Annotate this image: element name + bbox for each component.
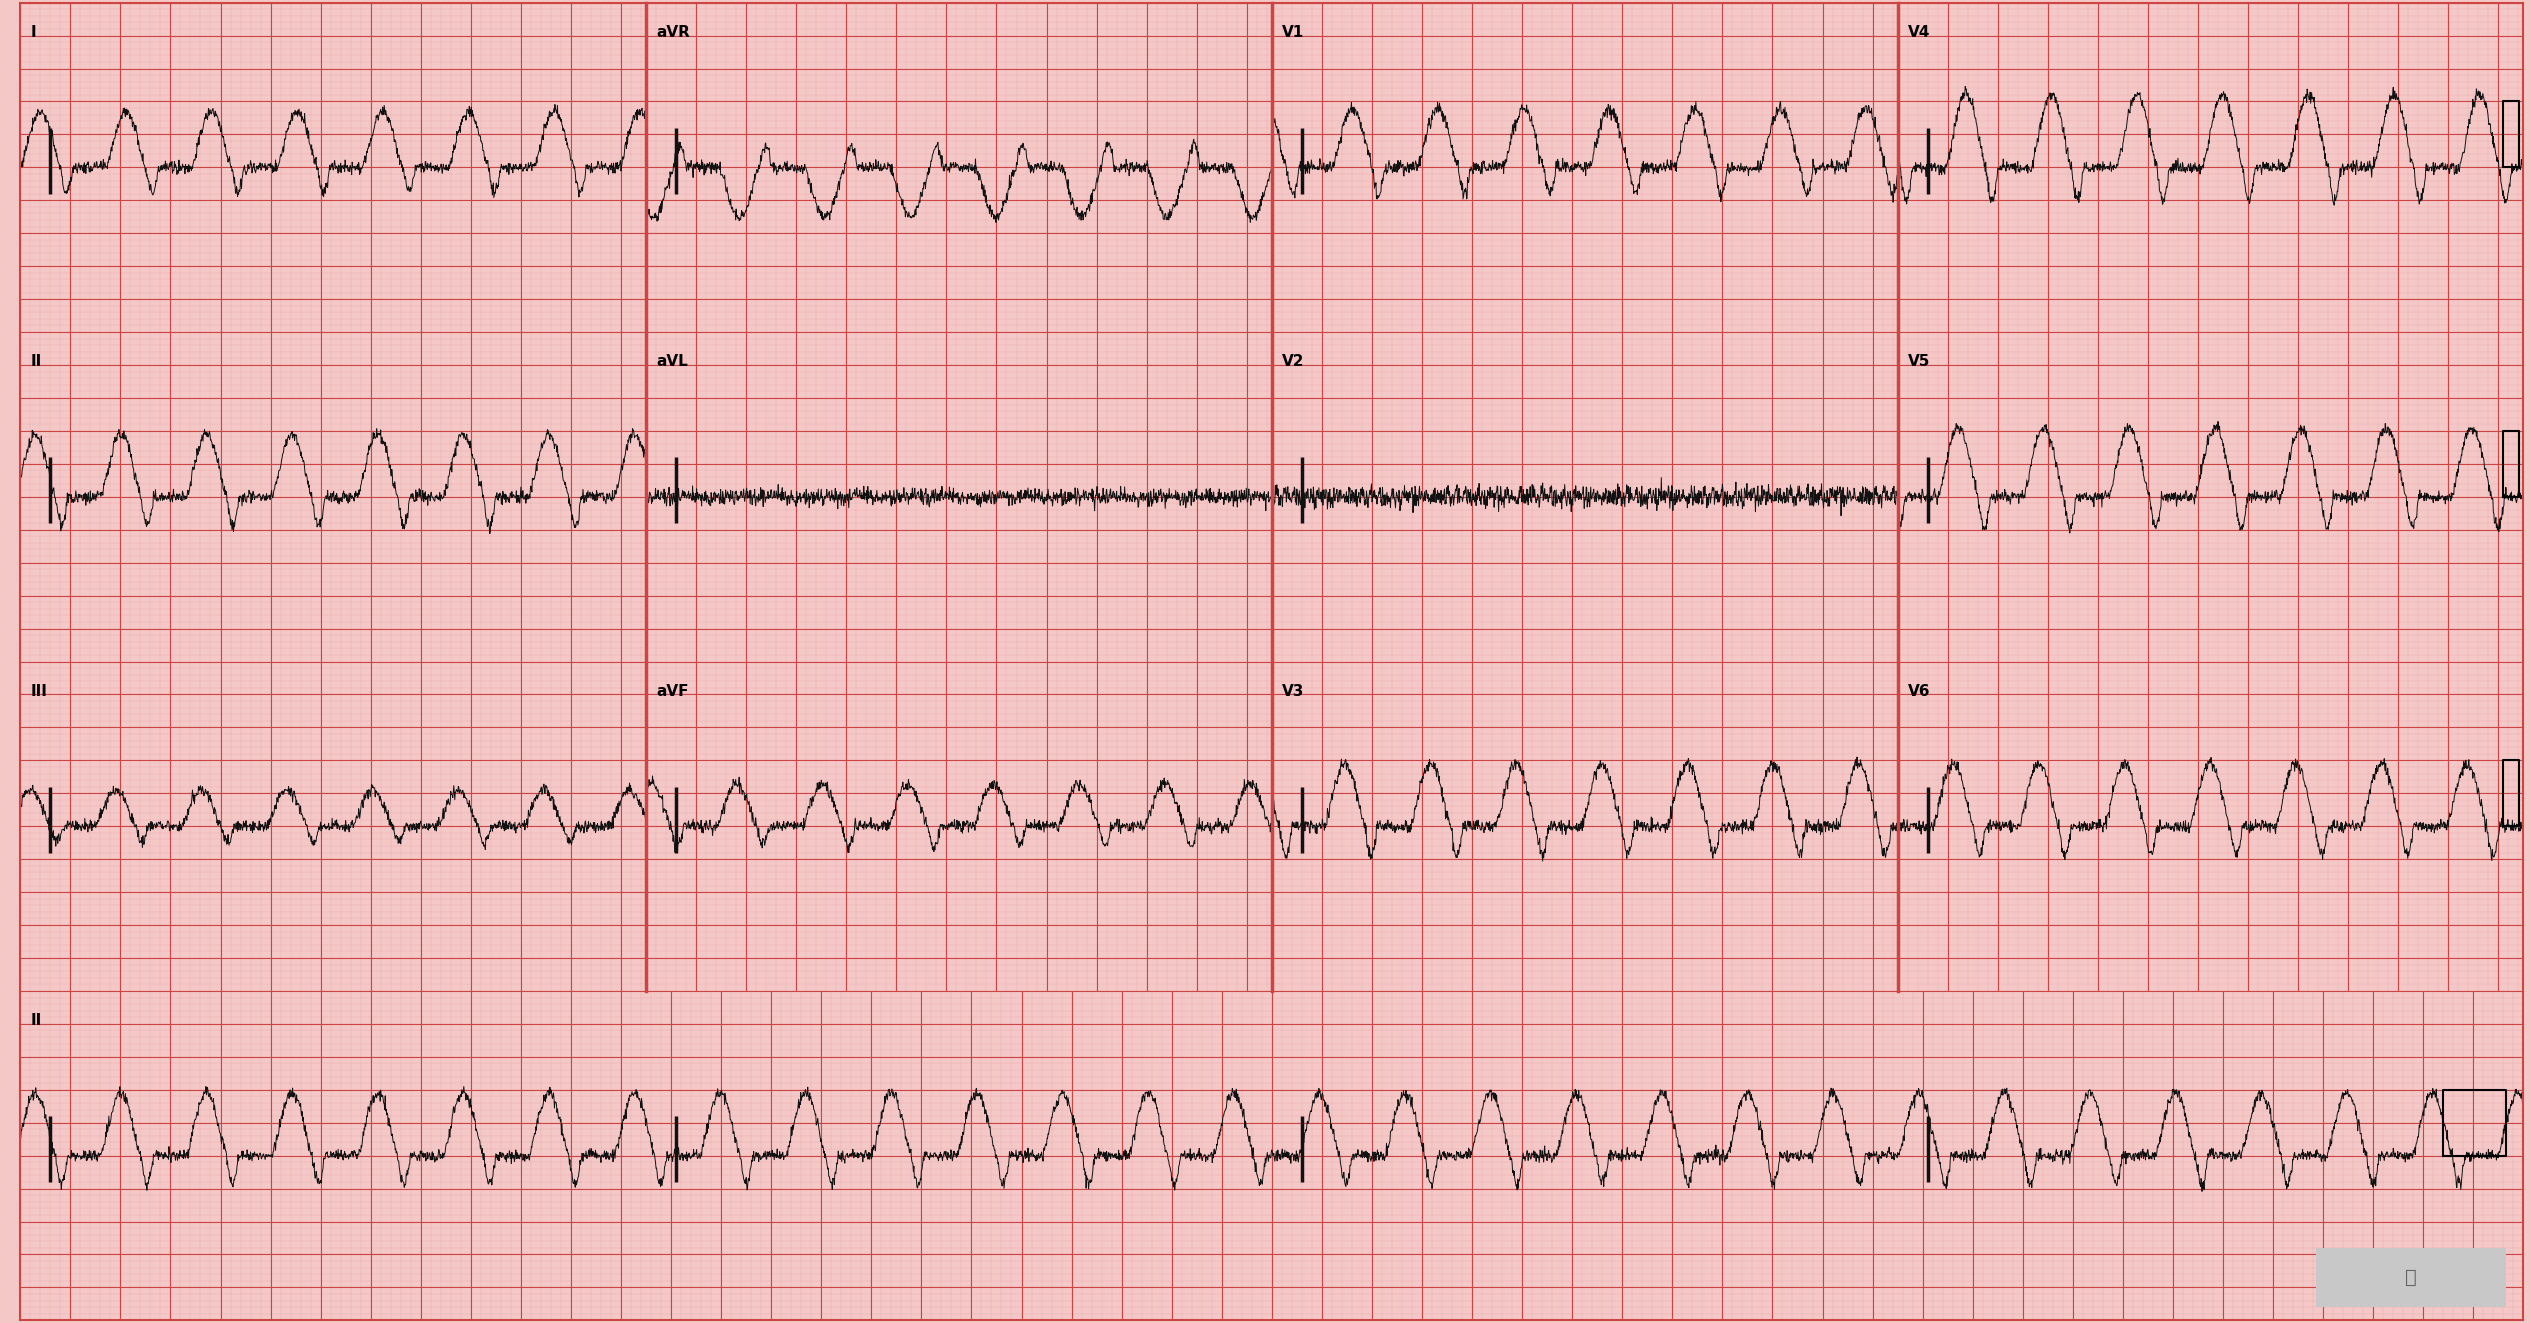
Text: 🦅: 🦅 (2404, 1267, 2417, 1287)
Text: II: II (30, 1013, 40, 1028)
Text: III: III (30, 684, 48, 699)
Text: V2: V2 (1281, 355, 1303, 369)
Text: V4: V4 (1908, 25, 1931, 40)
Text: V6: V6 (1908, 684, 1931, 699)
Text: V5: V5 (1908, 355, 1931, 369)
Text: aVL: aVL (656, 355, 688, 369)
Text: aVF: aVF (656, 684, 688, 699)
Text: V1: V1 (1281, 25, 1303, 40)
Text: V3: V3 (1281, 684, 1303, 699)
Text: I: I (30, 25, 35, 40)
Text: aVR: aVR (656, 25, 691, 40)
Text: II: II (30, 355, 40, 369)
